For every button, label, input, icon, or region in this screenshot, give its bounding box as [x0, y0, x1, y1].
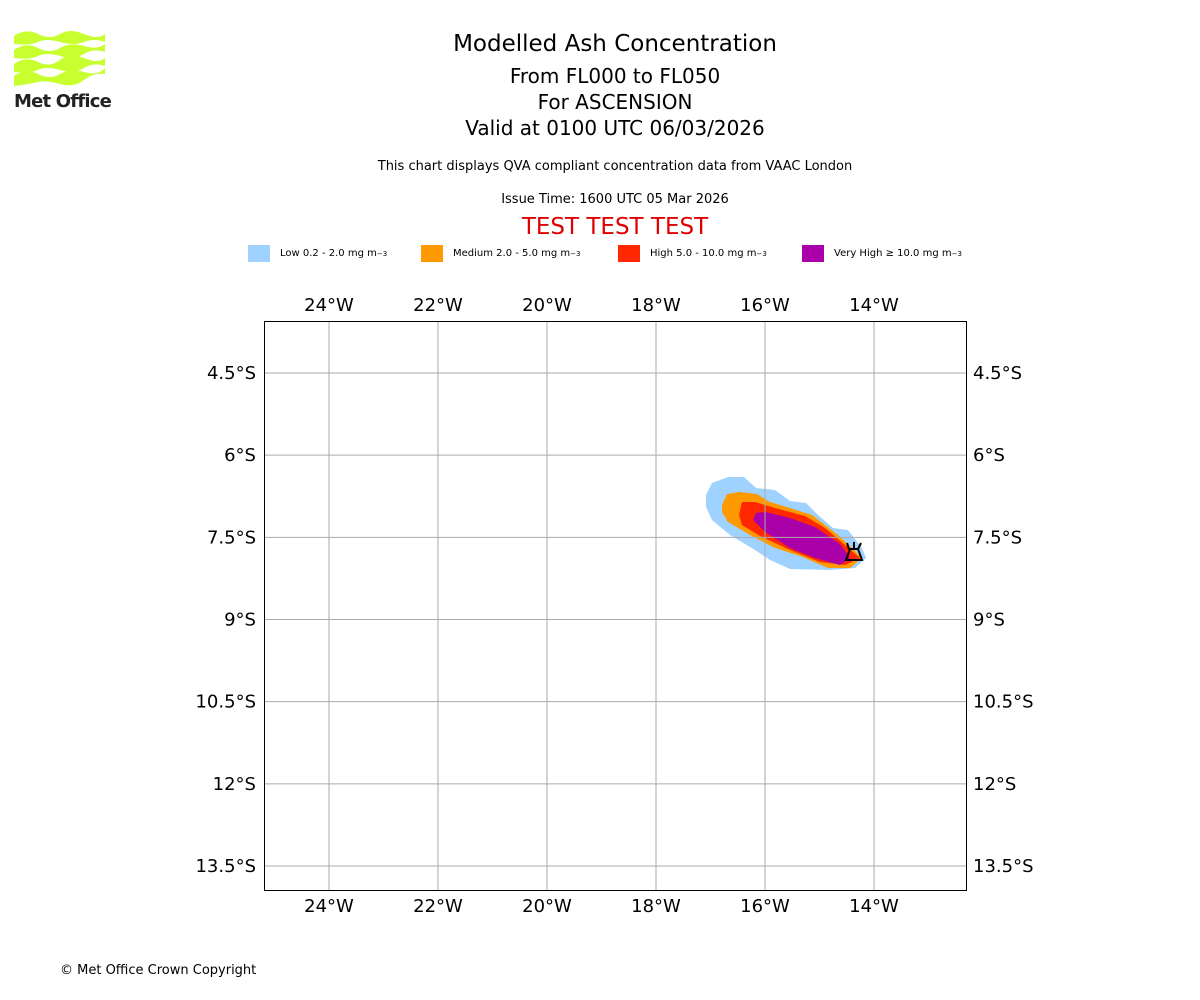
lat-label: 9°S	[973, 610, 1005, 631]
lat-label: 13.5°S	[973, 856, 1034, 877]
lon-label: 24°W	[304, 896, 354, 917]
legend-sup: −3	[756, 249, 767, 258]
logo-text: Met Office	[14, 91, 112, 112]
legend-item-medium: Medium 2.0 - 5.0 mg m −3	[421, 245, 580, 262]
ash-very-high	[753, 512, 850, 565]
lon-label: 24°W	[304, 295, 354, 316]
lat-label: 7.5°S	[973, 527, 1022, 548]
lon-label: 18°W	[631, 896, 681, 917]
legend-item-very-high: Very High ≥ 10.0 mg m −3	[802, 245, 962, 262]
lon-label: 20°W	[522, 896, 572, 917]
legend-sup: −3	[376, 249, 388, 258]
legend-swatch	[802, 245, 824, 262]
legend-label: Low 0.2 - 2.0 mg m	[280, 248, 377, 259]
issue-time: Issue Time: 1600 UTC 05 Mar 2026	[501, 192, 729, 207]
lat-label: 6°S	[224, 445, 256, 466]
legend-item-low: Low 0.2 - 2.0 mg m −3	[248, 245, 387, 262]
ash-plume	[706, 477, 866, 570]
description: This chart displays QVA compliant concen…	[377, 159, 853, 174]
graticule	[264, 321, 967, 891]
lon-label: 16°W	[740, 295, 790, 316]
lat-label: 4.5°S	[973, 363, 1022, 384]
lat-label: 4.5°S	[207, 363, 256, 384]
valid-time: Valid at 0100 UTC 06/03/2026	[465, 116, 765, 140]
map-frame	[264, 321, 967, 891]
lat-label: 13.5°S	[195, 856, 256, 877]
legend-sup: −3	[951, 249, 962, 258]
legend-label: High 5.0 - 10.0 mg m	[650, 248, 757, 259]
lat-label: 12°S	[973, 774, 1016, 795]
chart-title: Modelled Ash Concentration	[453, 31, 777, 57]
legend-label: Medium 2.0 - 5.0 mg m	[453, 248, 571, 259]
lon-label: 14°W	[849, 295, 899, 316]
legend-swatch	[248, 245, 270, 262]
lat-label: 7.5°S	[207, 527, 256, 548]
lon-label: 14°W	[849, 896, 899, 917]
lat-label: 10.5°S	[195, 692, 256, 713]
lat-label: 10.5°S	[973, 692, 1034, 713]
lon-label: 22°W	[413, 295, 463, 316]
met-office-logo	[14, 31, 105, 86]
region: For ASCENSION	[537, 90, 693, 114]
legend-item-high: High 5.0 - 10.0 mg m −3	[618, 245, 767, 262]
legend-swatch	[421, 245, 443, 262]
lon-label: 16°W	[740, 896, 790, 917]
flight-levels: From FL000 to FL050	[509, 64, 721, 88]
volcano-icon	[844, 542, 864, 561]
test-banner: TEST TEST TEST	[521, 214, 709, 240]
lat-label: 12°S	[213, 774, 256, 795]
lon-label: 20°W	[522, 295, 572, 316]
lat-label: 6°S	[973, 445, 1005, 466]
lon-label: 18°W	[631, 295, 681, 316]
legend-label: Very High ≥ 10.0 mg m	[834, 248, 952, 259]
legend-swatch	[618, 245, 640, 262]
legend-sup: −3	[570, 249, 581, 258]
lat-label: 9°S	[224, 610, 256, 631]
copyright: © Met Office Crown Copyright	[60, 963, 257, 978]
lon-label: 22°W	[413, 896, 463, 917]
